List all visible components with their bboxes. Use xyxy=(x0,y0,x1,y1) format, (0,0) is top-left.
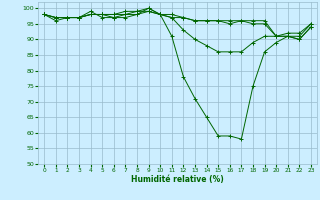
X-axis label: Humidité relative (%): Humidité relative (%) xyxy=(131,175,224,184)
